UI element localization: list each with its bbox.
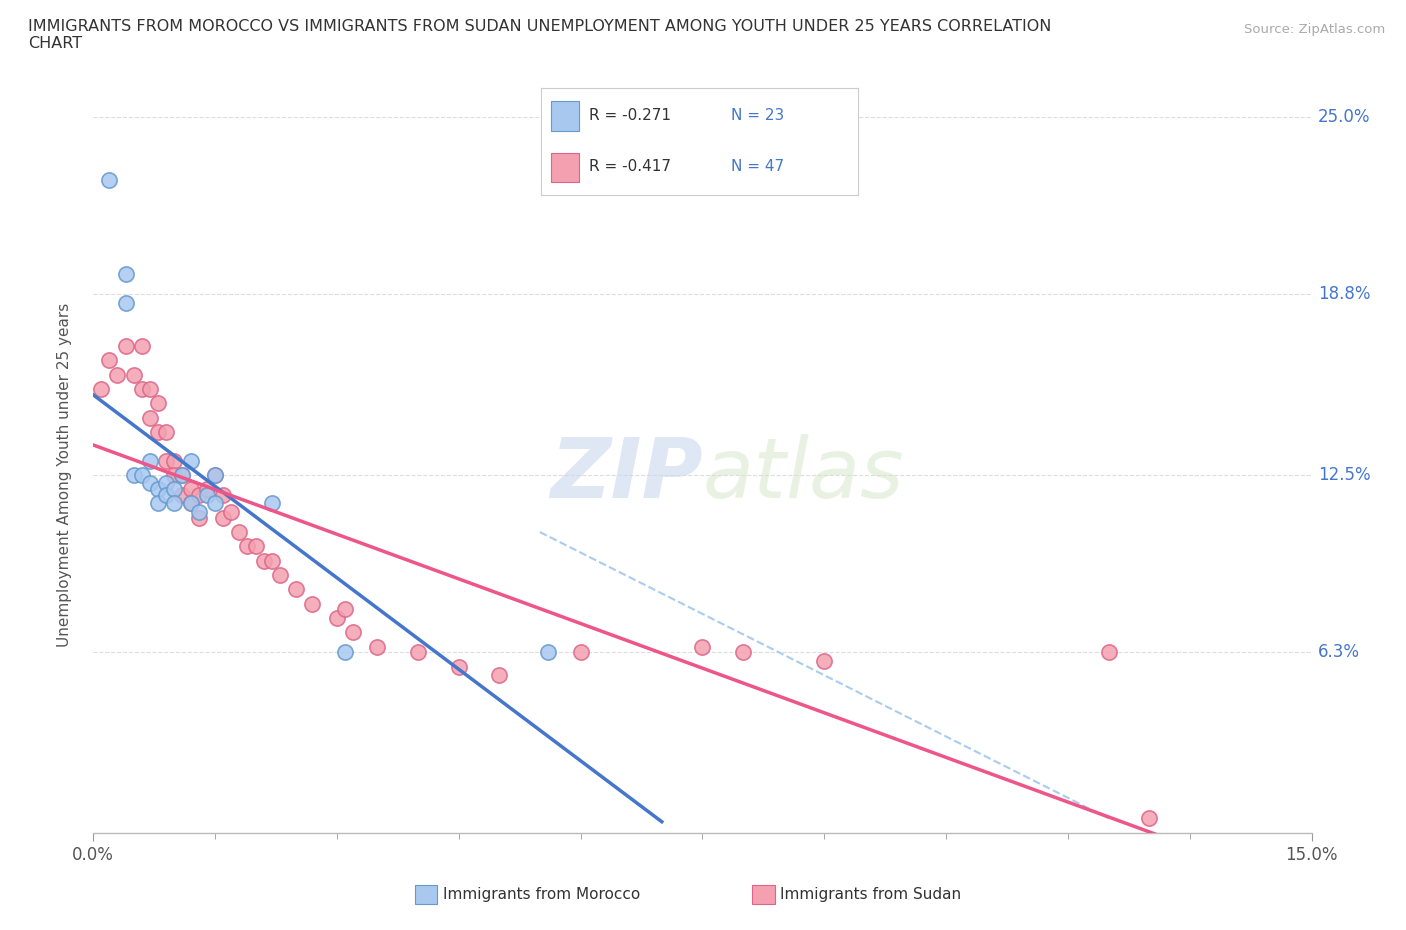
Point [212,487,235,502]
Point [342,625,364,640]
Text: Immigrants from Sudan: Immigrants from Sudan [780,887,962,902]
Point [131,381,153,396]
Point [488,668,510,683]
Point [172,468,194,483]
Point [105,367,128,382]
Point [163,468,186,483]
Point [366,639,388,654]
Bar [551,153,579,182]
Text: ZIP: ZIP [550,434,703,515]
Point [98,352,121,367]
Text: 6.3%: 6.3% [1317,644,1360,661]
Point [90,381,112,396]
Point [139,381,162,396]
Text: R = -0.271: R = -0.271 [589,108,671,123]
Point [236,539,259,554]
Point [260,553,283,568]
Point [204,468,226,483]
Point [180,496,202,511]
Point [333,602,356,617]
Point [131,468,153,483]
Point [569,644,592,659]
Point [253,553,276,568]
Point [146,482,169,497]
Point [204,496,226,511]
Point [406,644,429,659]
Text: 25.0%: 25.0% [1317,108,1371,126]
Text: atlas: atlas [703,434,904,515]
Point [245,539,267,554]
Text: N = 47: N = 47 [731,159,785,175]
Point [131,339,153,353]
Text: R = -0.417: R = -0.417 [589,159,671,175]
Point [155,476,177,491]
Point [163,453,186,468]
Text: IMMIGRANTS FROM MOROCCO VS IMMIGRANTS FROM SUDAN UNEMPLOYMENT AMONG YOUTH UNDER : IMMIGRANTS FROM MOROCCO VS IMMIGRANTS FR… [28,19,1052,51]
Point [146,396,169,411]
Point [187,487,209,502]
Bar [551,101,579,131]
Point [155,424,177,439]
Text: Source: ZipAtlas.com: Source: ZipAtlas.com [1244,23,1385,36]
Point [122,468,145,483]
Point [537,644,560,659]
Point [180,482,202,497]
Point [212,511,235,525]
Point [1137,811,1160,826]
Point [195,487,218,502]
Point [204,468,226,483]
Point [172,468,194,483]
Point [114,296,136,311]
Point [692,639,714,654]
Point [228,525,250,539]
Point [114,339,136,353]
Point [1098,644,1121,659]
Point [260,496,283,511]
Point [180,453,202,468]
Point [187,511,209,525]
Text: 18.8%: 18.8% [1317,286,1371,303]
Point [114,267,136,282]
Text: Immigrants from Morocco: Immigrants from Morocco [443,887,640,902]
Point [172,487,194,502]
Point [139,453,162,468]
Y-axis label: Unemployment Among Youth under 25 years: Unemployment Among Youth under 25 years [58,302,72,647]
Point [139,476,162,491]
Text: 12.5%: 12.5% [1317,466,1371,484]
Point [187,505,209,520]
Point [813,654,835,669]
Point [326,610,349,625]
Point [155,487,177,502]
Point [195,482,218,497]
Point [139,410,162,425]
Text: N = 23: N = 23 [731,108,785,123]
Point [146,496,169,511]
Point [163,496,186,511]
Point [731,644,754,659]
Point [333,644,356,659]
Point [180,496,202,511]
Point [98,173,121,188]
Point [155,453,177,468]
Point [219,505,242,520]
Point [146,424,169,439]
Point [447,659,470,674]
Point [269,567,291,582]
Point [285,582,308,597]
Point [122,367,145,382]
Point [163,482,186,497]
Point [301,596,323,611]
